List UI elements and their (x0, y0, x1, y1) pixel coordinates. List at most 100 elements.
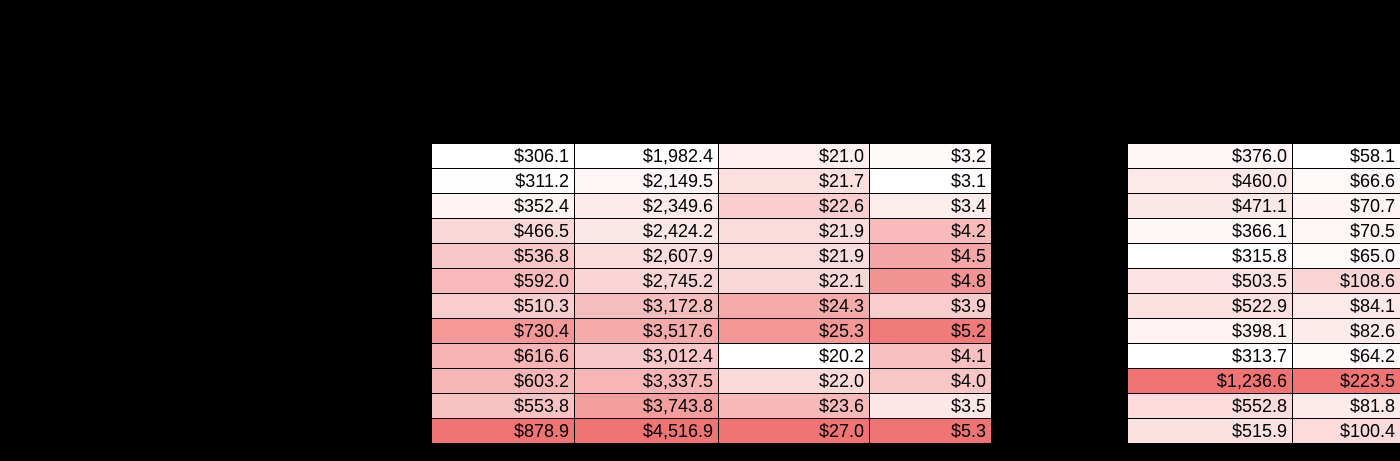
cell-marketing-per-added[interactable]: $70.5 (1292, 218, 1400, 244)
header-quarter[interactable]: Quarter (0, 0, 112, 144)
cell-paid-members[interactable]: 148.9 (219, 343, 330, 369)
cell-revenue[interactable]: 5,392.0 (329, 418, 432, 444)
cell-quarter[interactable]: 2018Q2 (0, 268, 112, 294)
cell-marketing-per-user[interactable]: $4.5 (869, 243, 992, 269)
cell-marketing-per-user[interactable]: $3.4 (869, 193, 992, 219)
cell-paid-members[interactable]: 99.0 (219, 168, 330, 194)
cell-net-additions[interactable]: 5.5 (111, 268, 220, 294)
cell-net-additions[interactable]: 8.8 (111, 318, 220, 344)
cell-net-additions[interactable]: 8.3 (111, 243, 220, 269)
cell-quarter[interactable]: 2017Q1 (0, 143, 112, 169)
cell-revenue[interactable]: 3,602.1 (329, 243, 432, 269)
cell-paid-members[interactable]: 130.4 (219, 293, 330, 319)
cell-content-per-user[interactable]: $27.0 (718, 418, 870, 444)
cell-marketing[interactable]: $730.4 (431, 318, 575, 344)
cell-revenue[interactable]: 4,101.7 (329, 318, 432, 344)
cell-marketing[interactable]: $553.8 (431, 393, 575, 419)
cell-marketing-per-added[interactable]: $100.4 (1292, 418, 1400, 444)
cell-marketing[interactable]: $603.2 (431, 368, 575, 394)
cell-paid-members[interactable]: 104.0 (219, 193, 330, 219)
cell-revenue-per-user[interactable]: $32.0 (991, 368, 1123, 394)
cell-marketing[interactable]: $352.4 (431, 193, 575, 219)
cell-revenue-per-user[interactable]: $30.0 (991, 293, 1123, 319)
cell-revenue[interactable]: 2,974.6 (329, 193, 432, 219)
cell-content-per-user[interactable]: $21.0 (718, 143, 870, 169)
cell-marketing-per-added[interactable]: $70.7 (1292, 193, 1400, 219)
cell-content-per-user[interactable]: $25.3 (718, 318, 870, 344)
header-content-per-user[interactable]: Content spend/paid user on platform (718, 0, 870, 144)
cell-paid-members[interactable]: 124.4 (219, 268, 330, 294)
cell-content-spend[interactable]: $1,982.4 (574, 143, 719, 169)
header-marketing-per-user[interactable]: Marketing spend/paid user on platfrom (869, 0, 992, 144)
cell-quarter[interactable]: 2018Q4 (0, 318, 112, 344)
cell-content-per-user[interactable]: $22.0 (718, 368, 870, 394)
cell-revenue-per-user[interactable]: $30.3 (991, 243, 1123, 269)
cell-marketing-per-user[interactable]: $5.2 (869, 318, 992, 344)
cell-quarter[interactable]: 2017Q2 (0, 168, 112, 194)
cell-revenue-per-user[interactable]: $32.7 (991, 393, 1123, 419)
cell-marketing[interactable]: $536.8 (431, 243, 575, 269)
cell-net-additions[interactable]: 6.1 (111, 293, 220, 319)
cell-paid-members[interactable]: 158.3 (219, 393, 330, 419)
cell-content-per-user[interactable]: $22.6 (718, 193, 870, 219)
cell-marketing-per-added[interactable]: $108.6 (1292, 268, 1400, 294)
cell-marketing-per-user[interactable]: $4.0 (869, 368, 992, 394)
cell-marketing-per-user[interactable]: $4.1 (869, 343, 992, 369)
cell-marketing-per-user[interactable]: $3.2 (869, 143, 992, 169)
cell-content-per-added[interactable]: $366.1 (1127, 218, 1293, 244)
cell-marketing[interactable]: $616.6 (431, 343, 575, 369)
cell-content-per-added[interactable]: $460.0 (1127, 168, 1293, 194)
cell-marketing-per-added[interactable]: $223.5 (1292, 368, 1400, 394)
cell-revenue-per-user[interactable]: $29.8 (991, 343, 1123, 369)
cell-marketing-per-user[interactable]: $4.2 (869, 218, 992, 244)
cell-quarter[interactable]: 2019Q3 (0, 393, 112, 419)
cell-revenue-per-user[interactable]: $27.6 (991, 193, 1123, 219)
cell-content-spend[interactable]: $3,012.4 (574, 343, 719, 369)
cell-revenue-per-user[interactable]: $32.3 (991, 418, 1123, 444)
cell-content-per-added[interactable]: $1,236.6 (1127, 368, 1293, 394)
cell-marketing-per-added[interactable]: $82.6 (1292, 318, 1400, 344)
cell-marketing-per-user[interactable]: $3.5 (869, 393, 992, 419)
cell-content-per-user[interactable]: $21.9 (718, 243, 870, 269)
cell-revenue[interactable]: 2,516.7 (329, 143, 432, 169)
cell-paid-members[interactable]: 94.4 (219, 143, 330, 169)
cell-marketing-per-added[interactable]: $66.6 (1292, 168, 1400, 194)
cell-paid-members[interactable]: 110.6 (219, 218, 330, 244)
cell-quarter[interactable]: 2017Q4 (0, 218, 112, 244)
cell-marketing-per-user[interactable]: $3.1 (869, 168, 992, 194)
cell-content-per-user[interactable]: $22.1 (718, 268, 870, 294)
cell-revenue[interactable]: 3,180.0 (329, 218, 432, 244)
cell-content-per-added[interactable]: $313.7 (1127, 343, 1293, 369)
cell-marketing-per-user[interactable]: $3.9 (869, 293, 992, 319)
cell-content-per-added[interactable]: $471.1 (1127, 193, 1293, 219)
header-content-spend[interactable]: Content Spend* ($Mn) (574, 0, 719, 144)
cell-content-spend[interactable]: $3,517.6 (574, 318, 719, 344)
cell-revenue-per-user[interactable]: $27.0 (991, 168, 1123, 194)
cell-content-per-user[interactable]: $23.6 (718, 393, 870, 419)
cell-content-spend[interactable]: $2,607.9 (574, 243, 719, 269)
cell-marketing-per-added[interactable]: $84.1 (1292, 293, 1400, 319)
cell-marketing-per-added[interactable]: $81.8 (1292, 393, 1400, 419)
cell-quarter[interactable]: 2018Q1 (0, 243, 112, 269)
cell-paid-members[interactable]: 118.9 (219, 243, 330, 269)
header-revenue-per-user[interactable]: Revenue/paid user (991, 0, 1123, 144)
cell-net-additions[interactable]: 4.7 (111, 168, 220, 194)
cell-marketing-per-added[interactable]: $65.0 (1292, 243, 1400, 269)
cell-quarter[interactable]: 2019Q4 (0, 418, 112, 444)
cell-quarter[interactable]: 2019Q1 (0, 343, 112, 369)
cell-content-per-added[interactable]: $315.8 (1127, 243, 1293, 269)
cell-revenue-per-user[interactable]: $28.7 (991, 218, 1123, 244)
header-marketing-per-added[interactable]: Marketing spend/Added users (1292, 0, 1400, 144)
cell-content-spend[interactable]: $3,172.8 (574, 293, 719, 319)
cell-net-additions[interactable]: 6.6 (111, 218, 220, 244)
cell-marketing-per-added[interactable]: $58.1 (1292, 143, 1400, 169)
cell-revenue[interactable]: 5,173.4 (329, 393, 432, 419)
cell-content-per-added[interactable]: $398.1 (1127, 318, 1293, 344)
cell-quarter[interactable]: 2018Q3 (0, 293, 112, 319)
header-net-additions[interactable]: Paid net membership additions (Mns) (111, 0, 220, 144)
cell-revenue[interactable]: 4,440.8 (329, 343, 432, 369)
cell-content-spend[interactable]: $3,337.5 (574, 368, 719, 394)
cell-revenue[interactable]: 2,670.7 (329, 168, 432, 194)
cell-content-per-user[interactable]: $20.2 (718, 343, 870, 369)
cell-revenue-per-user[interactable]: $30.7 (991, 268, 1123, 294)
